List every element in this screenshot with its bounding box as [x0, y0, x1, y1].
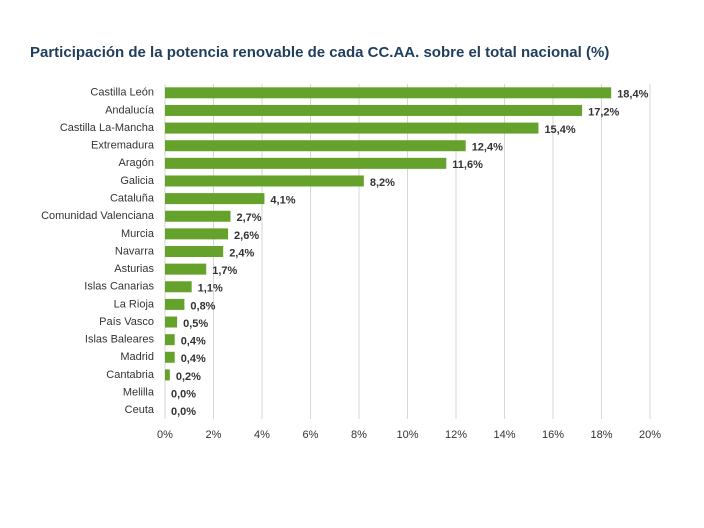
x-tick-label: 18% [590, 429, 612, 441]
value-label: 8,2% [370, 177, 395, 189]
value-label: 0,4% [181, 353, 206, 365]
y-tick-label: Castilla León [90, 87, 154, 99]
value-label: 1,7% [212, 265, 237, 277]
value-label: 0,2% [176, 371, 201, 383]
value-label: 0,0% [171, 406, 196, 418]
x-tick-label: 8% [351, 429, 367, 441]
bar [165, 334, 175, 346]
value-label: 18,4% [617, 89, 648, 101]
y-tick-label: Cantabria [106, 369, 155, 381]
bar [165, 369, 170, 381]
bar [165, 316, 178, 328]
y-tick-label: Islas Canarias [84, 281, 154, 293]
bar [165, 87, 612, 99]
y-tick-label: Navarra [115, 245, 155, 257]
y-tick-label: Ceuta [125, 404, 155, 416]
y-tick-label: Cataluña [110, 193, 155, 205]
value-label: 11,6% [452, 159, 483, 171]
y-tick-label: País Vasco [99, 316, 154, 328]
y-tick-label: Aragón [119, 157, 154, 169]
y-tick-label: Islas Baleares [85, 334, 155, 346]
bar [165, 175, 364, 187]
y-tick-label: Andalucía [105, 104, 155, 116]
y-tick-label: Murcia [121, 228, 155, 240]
bar [165, 246, 224, 257]
y-tick-label: Galicia [120, 175, 155, 187]
value-label: 0,0% [171, 388, 196, 400]
x-tick-label: 12% [445, 429, 467, 441]
value-label: 12,4% [472, 142, 503, 154]
y-tick-label: Comunidad Valenciana [41, 210, 155, 222]
value-label: 2,4% [229, 247, 254, 259]
bar [165, 228, 229, 240]
value-label: 1,1% [198, 283, 223, 295]
bar [165, 263, 207, 275]
value-label: 0,4% [181, 336, 206, 348]
y-tick-label: Asturias [114, 263, 154, 275]
y-tick-label: Extremadura [91, 140, 155, 152]
value-label: 2,6% [234, 230, 259, 242]
y-tick-label: Melilla [123, 386, 155, 398]
value-label: 15,4% [544, 124, 575, 136]
value-label: 0,5% [183, 318, 208, 330]
chart-title: Participación de la potencia renovable d… [30, 44, 609, 61]
x-tick-label: 2% [206, 429, 222, 441]
bar [165, 157, 447, 169]
bar [165, 210, 231, 222]
bar [165, 298, 185, 310]
value-label: 2,7% [236, 212, 261, 224]
bar [165, 281, 192, 293]
value-label: 17,2% [588, 106, 619, 118]
bar [165, 140, 466, 152]
y-tick-label: Madrid [120, 351, 154, 363]
value-label: 4,1% [270, 195, 295, 207]
x-tick-label: 0% [157, 429, 173, 441]
x-tick-label: 14% [493, 429, 515, 441]
y-tick-label: La Rioja [114, 298, 155, 310]
bar [165, 351, 175, 363]
x-tick-label: 10% [396, 429, 418, 441]
x-tick-label: 16% [542, 429, 564, 441]
x-tick-label: 4% [254, 429, 270, 441]
y-tick-label: Castilla La-Mancha [60, 122, 155, 134]
x-tick-label: 20% [639, 429, 661, 441]
bar [165, 122, 539, 134]
bar [165, 104, 583, 116]
x-tick-label: 6% [303, 429, 319, 441]
value-label: 0,8% [190, 300, 215, 312]
bar [165, 193, 265, 205]
